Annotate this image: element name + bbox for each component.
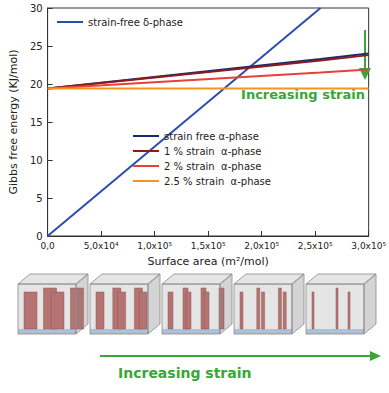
- svg-text:Surface area (m²/mol): Surface area (m²/mol): [147, 255, 268, 268]
- svg-text:Increasing strain: Increasing strain: [118, 365, 251, 381]
- svg-text:Gibbs free energy (KJ/mol): Gibbs free energy (KJ/mol): [7, 49, 20, 194]
- svg-text:1,5x10⁵: 1,5x10⁵: [191, 241, 226, 251]
- svg-text:15: 15: [30, 117, 43, 128]
- svg-text:2,5x10⁵: 2,5x10⁵: [298, 241, 333, 251]
- svg-text:strain-free δ-phase: strain-free δ-phase: [88, 17, 183, 28]
- svg-text:5: 5: [36, 193, 42, 204]
- svg-text:10: 10: [30, 155, 43, 166]
- svg-text:1,0x10⁵: 1,0x10⁵: [137, 241, 172, 251]
- svg-text:5,0x10⁴: 5,0x10⁴: [84, 241, 119, 251]
- svg-text:2 % strain α-phase: 2 % strain α-phase: [164, 161, 261, 172]
- svg-text:25: 25: [30, 41, 43, 52]
- svg-text:Increasing strain: Increasing strain: [241, 87, 365, 102]
- svg-text:2.5 % strain α-phase: 2.5 % strain α-phase: [164, 176, 271, 187]
- svg-text:0: 0: [36, 230, 43, 242]
- svg-text:0,0: 0,0: [40, 241, 55, 251]
- svg-text:2,0x10⁵: 2,0x10⁵: [244, 241, 279, 251]
- svg-text:3,0x10⁵: 3,0x10⁵: [351, 241, 386, 251]
- svg-text:30: 30: [30, 3, 43, 14]
- svg-text:strain free α-phase: strain free α-phase: [164, 131, 259, 142]
- svg-text:20: 20: [30, 79, 43, 90]
- svg-text:1 % strain α-phase: 1 % strain α-phase: [164, 146, 261, 157]
